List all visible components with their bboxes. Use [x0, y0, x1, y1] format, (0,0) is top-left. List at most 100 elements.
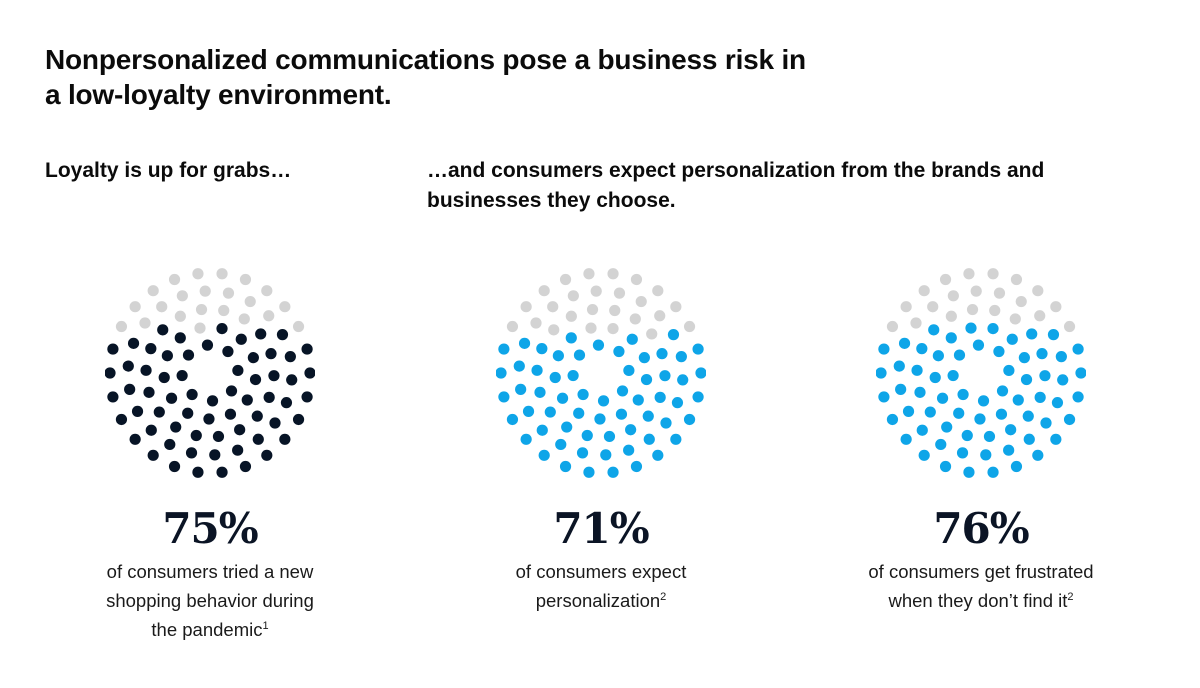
- dot-chart-frustrated: [876, 268, 1086, 478]
- filled-dot: [911, 364, 923, 376]
- footnote-marker: 2: [1067, 591, 1074, 603]
- empty-dot: [1010, 273, 1023, 286]
- empty-dot: [506, 320, 519, 333]
- filled-dot: [928, 324, 940, 336]
- filled-dot: [660, 417, 672, 429]
- filled-dot: [607, 466, 619, 478]
- empty-dot: [670, 301, 682, 313]
- filled-dot: [241, 394, 253, 406]
- filled-dot: [667, 329, 680, 341]
- empty-dot: [222, 287, 235, 299]
- empty-dot: [613, 287, 626, 299]
- filled-dot: [613, 345, 625, 358]
- filled-dot: [939, 460, 952, 473]
- filled-dot: [513, 360, 525, 372]
- filled-dot: [292, 413, 305, 426]
- filled-dot: [232, 444, 244, 456]
- filled-dot: [263, 391, 275, 403]
- empty-dot: [156, 301, 168, 313]
- filled-dot: [671, 397, 684, 409]
- empty-dot: [586, 303, 599, 316]
- filled-dot: [573, 349, 586, 361]
- filled-dot: [1026, 328, 1038, 340]
- empty-dot: [520, 301, 532, 313]
- filled-dot: [936, 392, 949, 404]
- empty-dot: [900, 301, 912, 313]
- filled-dot: [127, 337, 140, 349]
- filled-dot: [255, 328, 267, 340]
- filled-dot: [549, 371, 561, 384]
- filled-dot: [544, 406, 556, 418]
- filled-dot: [638, 352, 650, 364]
- filled-dot: [916, 424, 928, 436]
- filled-dot: [203, 413, 215, 425]
- filled-dot: [161, 350, 173, 362]
- empty-dot: [630, 273, 643, 286]
- filled-dot: [115, 413, 128, 426]
- filled-dot: [878, 391, 890, 403]
- empty-dot: [218, 304, 230, 317]
- empty-dot: [1034, 310, 1046, 322]
- subhead-loyalty: Loyalty is up for grabs…: [45, 159, 292, 182]
- filled-dot: [1012, 394, 1024, 406]
- desc-line: of consumers tried a new: [106, 561, 314, 582]
- filled-dot: [630, 460, 643, 473]
- desc-line: of consumers expect: [515, 561, 687, 582]
- empty-dot: [1050, 301, 1062, 313]
- filled-dot: [900, 433, 912, 445]
- filled-dot: [269, 417, 281, 429]
- empty-dot: [947, 290, 959, 302]
- filled-dot: [247, 352, 259, 364]
- filled-dot: [222, 345, 234, 358]
- filled-dot: [1036, 348, 1048, 360]
- desc-line-text: personalization: [535, 590, 661, 611]
- filled-dot: [965, 322, 977, 334]
- empty-dot: [194, 322, 206, 334]
- filled-dot: [107, 391, 119, 403]
- empty-dot: [139, 317, 151, 329]
- filled-dot: [538, 449, 550, 461]
- filled-dot: [977, 395, 990, 407]
- subhead-personalization: …and consumers expect personalization fr…: [427, 156, 1127, 216]
- empty-dot: [239, 273, 252, 286]
- empty-dot: [1032, 285, 1044, 297]
- filled-dot: [145, 424, 157, 436]
- filled-dot: [168, 460, 181, 473]
- dot-chart-expect-personalization: [496, 268, 706, 478]
- filled-dot: [898, 337, 911, 349]
- stat-description: of consumers expect personalization2: [451, 557, 751, 615]
- empty-dot: [567, 290, 579, 302]
- filled-dot: [186, 388, 198, 401]
- filled-dot: [1075, 367, 1086, 379]
- filled-dot: [176, 369, 188, 382]
- empty-dot: [609, 304, 621, 317]
- empty-dot: [530, 317, 542, 329]
- stat-value: 71%: [553, 504, 649, 553]
- empty-dot: [590, 285, 602, 297]
- empty-dot: [548, 324, 560, 336]
- filled-dot: [506, 413, 519, 426]
- empty-dot: [585, 322, 597, 334]
- filled-dot: [1022, 410, 1034, 422]
- empty-dot: [261, 285, 273, 297]
- filled-dot: [124, 383, 136, 395]
- filled-dot: [190, 429, 202, 442]
- empty-dot: [1063, 320, 1076, 333]
- filled-dot: [185, 447, 198, 459]
- filled-dot: [932, 350, 944, 362]
- dot-chart-tried-new-behavior: [105, 268, 315, 478]
- filled-dot: [961, 429, 973, 442]
- filled-dot: [515, 383, 527, 395]
- empty-dot: [263, 310, 275, 322]
- filled-dot: [1072, 391, 1084, 403]
- filled-dot: [518, 337, 531, 349]
- stat-panel-frustrated: 76% of consumers get frustrated when the…: [831, 268, 1131, 615]
- desc-line: personalization2: [451, 586, 751, 615]
- filled-dot: [555, 438, 567, 451]
- filled-dot: [654, 391, 666, 403]
- filled-dot: [623, 444, 635, 456]
- filled-dot: [536, 343, 548, 355]
- empty-dot: [987, 268, 999, 280]
- filled-dot: [192, 466, 204, 478]
- filled-dot: [996, 385, 1009, 397]
